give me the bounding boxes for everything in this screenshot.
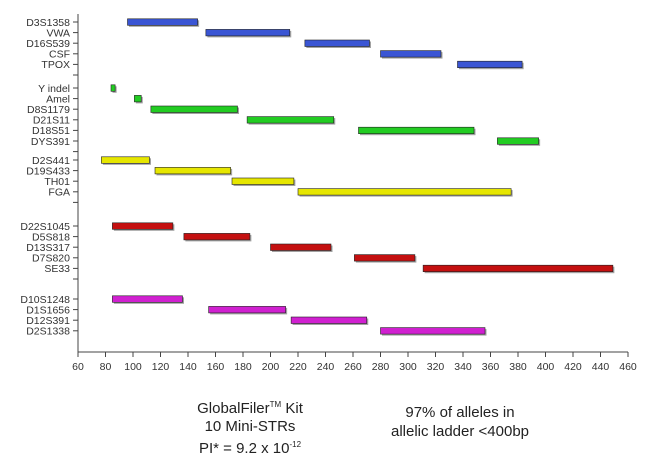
marker-bar — [297, 188, 512, 196]
x-tick-label: 220 — [289, 361, 307, 373]
x-tick-label: 60 — [72, 361, 84, 373]
marker-label: D18S51 — [32, 125, 70, 137]
x-tick-label: 320 — [427, 361, 445, 373]
marker-label: VWA — [46, 27, 70, 39]
marker-label: D12S391 — [26, 315, 70, 327]
marker-label: Y indel — [38, 83, 70, 95]
marker-bar — [358, 126, 475, 134]
kit-title: GlobalFilerTM Kit — [197, 400, 303, 417]
marker-bar — [231, 177, 295, 185]
marker-bar — [127, 18, 198, 26]
x-tick-label: 140 — [179, 361, 197, 373]
kit-caption: GlobalFilerTM Kit 10 Mini-STRs PI* = 9.2… — [150, 396, 350, 458]
marker-label: FGA — [48, 187, 70, 199]
marker-bar — [422, 264, 614, 273]
marker-label: D10S1248 — [20, 294, 70, 306]
marker-bar — [110, 84, 116, 92]
x-tick-label: 120 — [152, 361, 170, 373]
marker-bar — [304, 39, 370, 47]
x-tick-label: 260 — [344, 361, 362, 373]
marker-bar — [270, 243, 332, 251]
marker-bar — [380, 327, 486, 335]
x-tick-label: 380 — [509, 361, 527, 373]
marker-bar — [354, 254, 416, 262]
marker-bar — [380, 50, 442, 58]
marker-bar — [134, 95, 142, 103]
marker-bar — [497, 137, 539, 145]
marker-label: CSF — [49, 49, 70, 61]
marker-label: TPOX — [41, 59, 70, 71]
marker-label: D1S1656 — [26, 304, 70, 316]
x-tick-label: 440 — [592, 361, 610, 373]
x-tick-label: 360 — [482, 361, 500, 373]
marker-label: D13S317 — [26, 242, 70, 254]
x-tick-label: 460 — [619, 361, 637, 373]
marker-label: D21S11 — [33, 115, 70, 127]
marker-bar — [208, 306, 286, 314]
marker-label: SE33 — [44, 263, 70, 275]
marker-bar — [183, 233, 251, 241]
marker-label: D7S820 — [32, 253, 70, 265]
marker-bar — [205, 29, 291, 37]
marker-label: D3S1358 — [26, 17, 70, 29]
x-tick-label: 400 — [537, 361, 555, 373]
marker-label: D5S818 — [32, 231, 70, 243]
marker-label: D16S539 — [26, 38, 70, 50]
x-tick-label: 280 — [372, 361, 390, 373]
allele-caption-line2: allelic ladder <400bp — [390, 423, 530, 440]
x-tick-label: 160 — [207, 361, 225, 373]
x-tick-label: 100 — [124, 361, 142, 373]
pi-value: PI* = 9.2 x 10-12 — [198, 440, 302, 457]
marker-label: D2S441 — [32, 155, 70, 167]
x-tick-label: 340 — [454, 361, 472, 373]
mini-strs-label: 10 Mini-STRs — [204, 418, 296, 435]
marker-bar — [154, 167, 231, 175]
x-tick-label: 240 — [317, 361, 335, 373]
allele-caption: 97% of alleles in allelic ladder <400bp — [360, 403, 560, 441]
marker-bar — [457, 60, 523, 69]
marker-bar — [101, 156, 150, 164]
marker-label: D8S1179 — [27, 104, 70, 116]
marker-bar — [112, 222, 174, 230]
marker-bar — [290, 316, 368, 324]
marker-label: D22S1045 — [20, 221, 70, 233]
marker-bar — [150, 105, 238, 113]
marker-bar — [112, 295, 183, 303]
x-tick-label: 420 — [564, 361, 582, 373]
x-tick-label: 300 — [399, 361, 417, 373]
x-tick-label: 200 — [262, 361, 280, 373]
marker-label: D19S433 — [26, 165, 70, 177]
x-tick-label: 180 — [234, 361, 252, 373]
marker-label: D2S1338 — [26, 326, 70, 338]
marker-label: DYS391 — [31, 136, 70, 148]
marker-label: TH01 — [44, 176, 70, 188]
marker-bar — [246, 116, 335, 124]
allele-caption-line1: 97% of alleles in — [405, 404, 515, 421]
marker-label: Amel — [46, 93, 70, 105]
x-tick-label: 80 — [100, 361, 112, 373]
